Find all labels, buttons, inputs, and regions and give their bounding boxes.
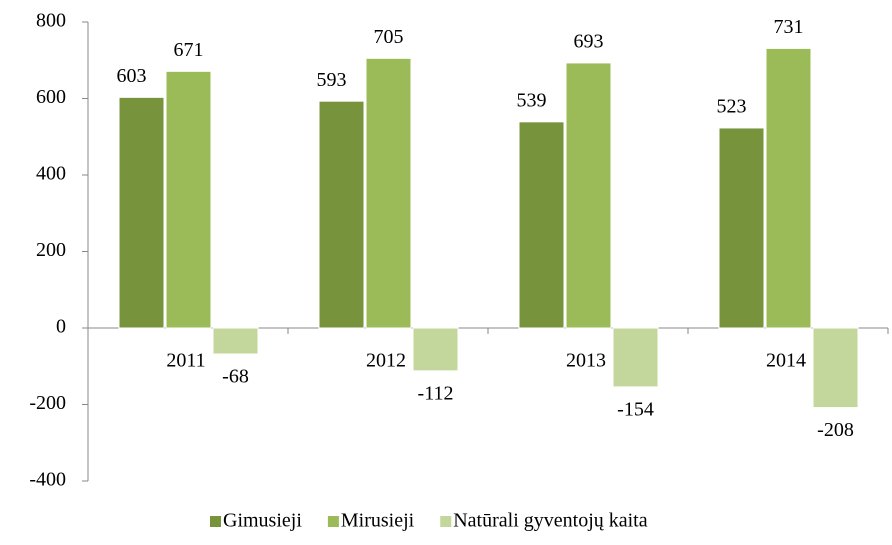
- bar: [518, 121, 565, 329]
- bar: [812, 327, 859, 409]
- legend-marker: [327, 516, 339, 527]
- bar: [565, 62, 612, 329]
- y-tick-label: 800: [36, 10, 66, 32]
- value-label: -112: [418, 382, 454, 404]
- bar: [165, 70, 212, 329]
- bar: [412, 327, 459, 372]
- bar: [765, 47, 812, 329]
- value-label: 603: [117, 65, 147, 87]
- bar: [612, 327, 659, 388]
- legend-label: Mirusieji: [341, 510, 415, 532]
- y-tick-label: -400: [29, 469, 66, 491]
- x-tick-label: 2012: [366, 350, 406, 372]
- y-tick-label: 400: [36, 163, 66, 185]
- value-label: -208: [817, 419, 854, 441]
- legend-marker: [210, 516, 221, 527]
- bar: [718, 127, 765, 329]
- value-label: 693: [574, 31, 604, 53]
- y-tick-label: -200: [29, 392, 66, 414]
- x-tick-label: 2014: [766, 350, 806, 372]
- bar: [365, 57, 412, 329]
- bar: [118, 96, 165, 329]
- legend-label: Natūrali gyventojų kaita: [453, 510, 648, 532]
- value-label: 593: [317, 69, 347, 91]
- value-label: 731: [774, 16, 804, 38]
- value-label: -68: [222, 366, 249, 388]
- bar: [212, 327, 259, 355]
- value-label: 539: [517, 89, 547, 111]
- y-tick-label: 0: [56, 316, 66, 338]
- y-tick-label: 200: [36, 239, 66, 261]
- x-tick-label: 2011: [166, 350, 205, 372]
- value-label: 671: [174, 39, 204, 61]
- value-label: -154: [617, 398, 654, 420]
- value-label: 523: [717, 96, 747, 118]
- legend-marker: [440, 516, 452, 527]
- legend-label: Gimusieji: [223, 510, 302, 532]
- y-tick-label: 600: [36, 86, 66, 108]
- value-label: 705: [374, 26, 404, 48]
- x-tick-label: 2013: [566, 350, 606, 372]
- bar: [318, 100, 365, 329]
